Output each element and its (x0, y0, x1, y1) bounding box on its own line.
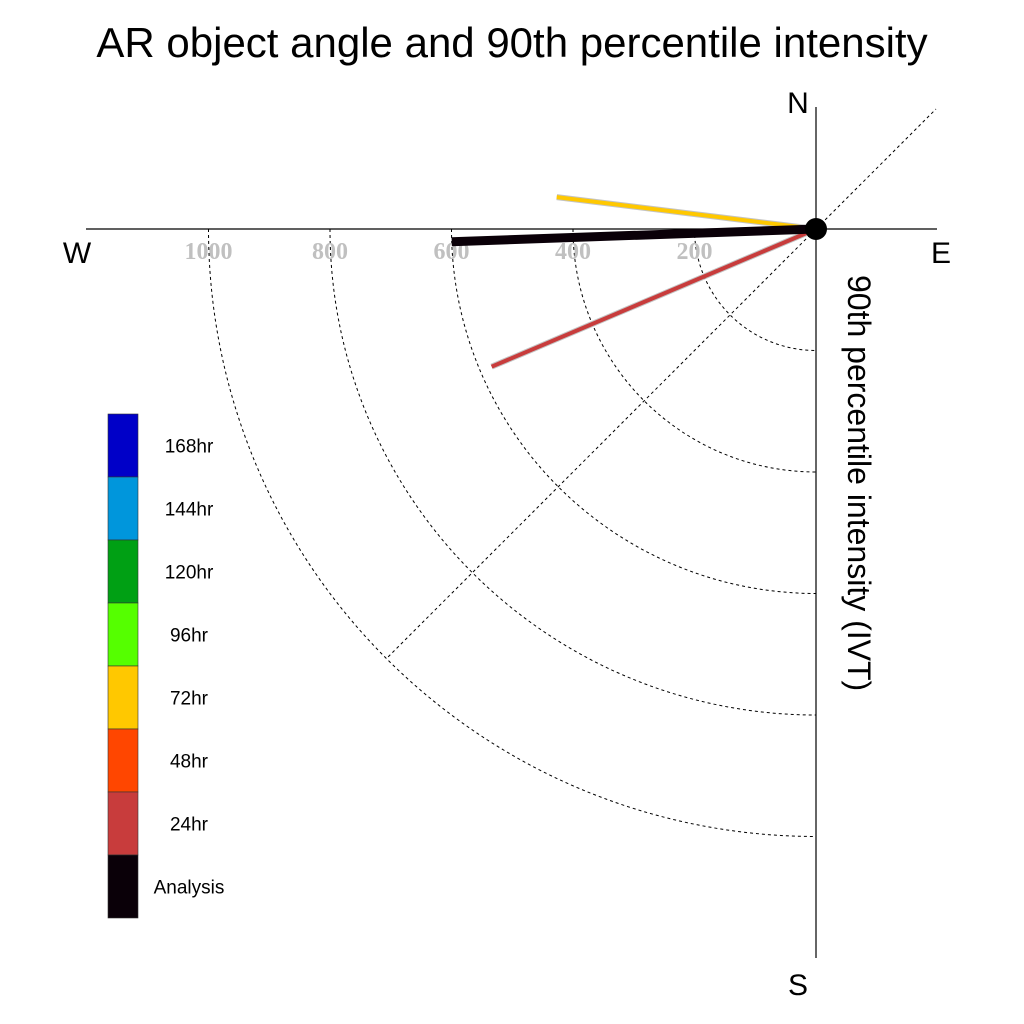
grid-arc-3 (329, 228, 817, 716)
grid-arc-4 (208, 228, 817, 837)
legend-swatch-72hr (107, 665, 139, 730)
compass-west: W (63, 237, 92, 270)
legend-label-72hr: 72hr (170, 689, 209, 710)
radial-tick-200: 200 (677, 239, 713, 265)
y-axis-label: 90th percentile intensity (IVT) (841, 275, 877, 691)
legend-swatch-120hr (107, 539, 139, 604)
grid-arc-2 (451, 228, 817, 594)
compass-east: E (931, 237, 951, 270)
legend-label-analysis: Analysis (154, 878, 225, 899)
legend-swatch-96hr (107, 602, 139, 667)
legend-label-48hr: 48hr (170, 752, 209, 773)
legend-label-168hr: 168hr (165, 437, 214, 458)
legend-swatch-48hr (107, 728, 139, 793)
legend-label-24hr: 24hr (170, 815, 209, 836)
origin-point (805, 218, 827, 240)
legend-swatch-144hr (107, 476, 139, 541)
radial-tick-800: 800 (312, 239, 348, 265)
vectors (451, 194, 818, 370)
legend-label-96hr: 96hr (170, 626, 209, 647)
legend-swatch-168hr (107, 413, 139, 478)
legend-swatch-analysis (107, 854, 139, 919)
vector-72hr (556, 195, 817, 231)
legend-label-144hr: 144hr (165, 500, 214, 521)
grid-arc-0 (694, 228, 817, 351)
polar-grid (208, 108, 937, 837)
vector-analysis (451, 224, 817, 247)
grid-arc-1 (572, 228, 817, 473)
compass-south: S (788, 969, 808, 1002)
legend-swatch-24hr (107, 791, 139, 856)
radial-tick-400: 400 (555, 239, 591, 265)
vector-24hr (490, 227, 817, 369)
legend: 168hr 144hr 120hr 96hr 72hr 48hr 24hr Analysis (107, 413, 225, 919)
chart-title: AR object angle and 90th percentile inte… (96, 19, 927, 66)
compass-north: N (787, 87, 809, 120)
legend-label-120hr: 120hr (165, 563, 214, 584)
radial-tick-1000: 1000 (185, 239, 233, 265)
